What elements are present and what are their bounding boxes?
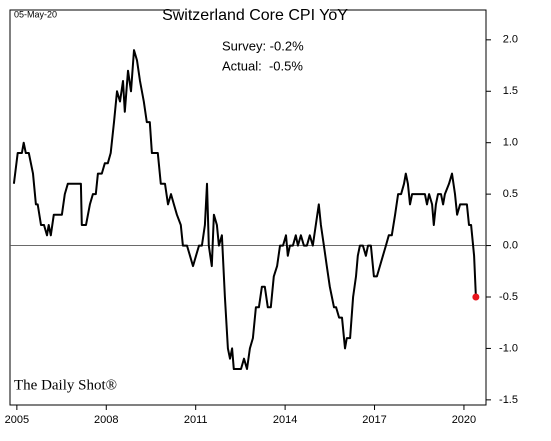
y-tick-label: -0.5 — [499, 291, 518, 303]
x-tick-label: 2005 — [5, 414, 29, 426]
y-tick-label: -1.0 — [499, 342, 518, 354]
x-tick-label: 2008 — [94, 414, 118, 426]
last-point — [472, 293, 480, 301]
x-tick-label: 2014 — [273, 414, 297, 426]
y-tick-label: 1.0 — [503, 137, 518, 149]
y-tick-label: 2.0 — [503, 34, 518, 46]
date-label: 05-May-20 — [14, 9, 57, 19]
y-tick-label: -1.5 — [499, 394, 518, 406]
y-tick-label: 1.5 — [503, 85, 518, 97]
x-tick-label: 2017 — [362, 414, 386, 426]
annotation: Actual: -0.5% — [222, 58, 303, 73]
source-label: The Daily Shot® — [14, 377, 117, 393]
data-line — [12, 49, 477, 370]
y-tick-label: 0.5 — [503, 188, 518, 200]
y-tick-label: 0.0 — [503, 239, 518, 251]
x-tick-label: 2011 — [184, 414, 208, 426]
title-bg — [180, 4, 330, 26]
annotation: Survey: -0.2% — [222, 38, 304, 53]
x-tick-label: 2020 — [452, 414, 476, 426]
chart-title: Switzerland Core CPI YoY — [162, 7, 348, 24]
